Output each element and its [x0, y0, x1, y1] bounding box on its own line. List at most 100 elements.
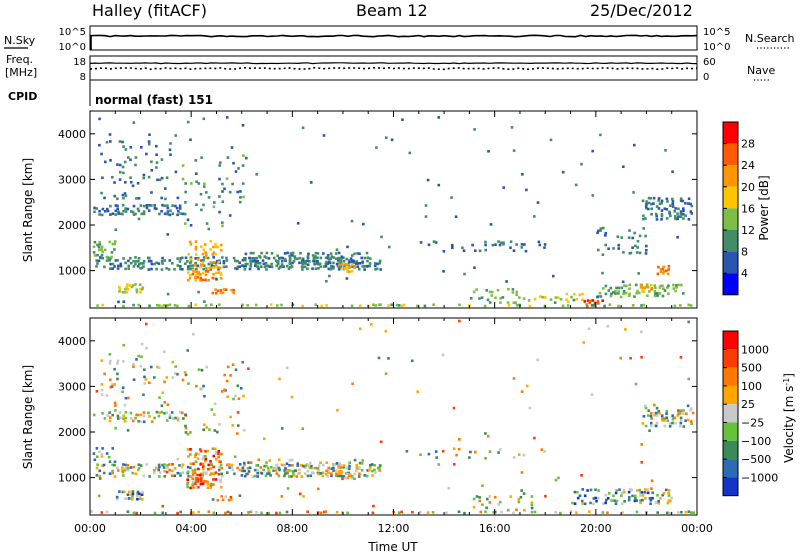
range-cell: [314, 255, 317, 258]
range-cell: [178, 410, 182, 414]
range-cell: [140, 146, 143, 149]
range-cell: [249, 251, 253, 255]
range-cell: [515, 508, 518, 511]
range-cell: [679, 197, 683, 200]
range-cell: [356, 252, 359, 255]
range-cell: [142, 210, 146, 213]
range-cell: [565, 298, 568, 301]
range-cell: [221, 498, 225, 502]
range-cell: [275, 264, 279, 268]
range-cell: [207, 227, 211, 231]
range-cell: [644, 497, 647, 500]
range-cell: [300, 475, 304, 478]
range-cell: [368, 468, 371, 472]
range-cell: [528, 406, 532, 410]
range-cell: [473, 128, 476, 131]
range-cell: [124, 497, 127, 500]
noise-panel-frame: [89, 25, 698, 51]
range-cell: [98, 143, 101, 147]
range-cell: [493, 495, 497, 499]
range-cell: [610, 292, 613, 296]
range-cell: [628, 488, 632, 491]
range-cell: [201, 462, 205, 466]
range-cell: [278, 511, 282, 515]
range-cell: [254, 264, 257, 267]
range-cell: [129, 256, 132, 260]
range-cell: [232, 291, 235, 295]
range-cell: [604, 234, 607, 237]
range-cell: [594, 488, 597, 491]
colorbar-tick-label: 24: [741, 159, 755, 172]
range-cell: [656, 272, 660, 276]
range-cell: [648, 290, 651, 293]
range-cell: [515, 293, 518, 296]
range-cell: [342, 464, 346, 467]
range-cell: [434, 450, 438, 453]
range-cell: [646, 294, 649, 297]
range-cell: [310, 464, 313, 468]
range-cell: [211, 291, 215, 295]
range-cell: [667, 268, 670, 271]
range-cell: [321, 471, 325, 474]
range-cell: [353, 458, 357, 462]
range-cell: [641, 498, 644, 502]
range-cell: [458, 438, 461, 441]
range-cell: [644, 285, 648, 289]
range-cell: [533, 510, 537, 514]
range-cell: [142, 420, 146, 424]
range-cell: [679, 199, 683, 202]
range-cell: [231, 363, 235, 366]
range-cell: [207, 463, 210, 467]
range-cell: [168, 213, 172, 217]
range-cell: [682, 412, 685, 415]
range-cell: [275, 260, 279, 264]
range-cell: [419, 241, 423, 244]
range-cell: [346, 476, 350, 480]
range-cell: [639, 286, 643, 289]
range-cell: [219, 485, 223, 489]
range-cell: [131, 184, 135, 188]
range-cell: [174, 134, 177, 137]
range-cell: [340, 469, 343, 473]
range-cell: [350, 219, 354, 223]
range-cell: [249, 262, 253, 266]
range-cell: [657, 207, 661, 210]
range-cell: [682, 217, 685, 220]
range-cell: [284, 467, 287, 470]
range-cell: [135, 492, 139, 496]
range-cell: [181, 164, 185, 167]
range-cell: [657, 502, 660, 505]
range-cell: [226, 395, 229, 398]
range-cell: [287, 267, 291, 271]
range-cell: [147, 209, 151, 212]
freq-left-units: [MHz]: [5, 66, 37, 79]
range-cell: [682, 207, 685, 210]
range-cell: [163, 401, 167, 404]
range-cell: [312, 257, 316, 260]
range-cell: [103, 248, 107, 252]
velocity-x-axis: 00:00 04:00 08:00 12:00 16:00 20:00 00:00: [74, 318, 713, 535]
range-cell: [212, 472, 215, 476]
range-cell: [184, 426, 188, 430]
range-cell: [129, 180, 133, 184]
range-cell: [645, 244, 648, 248]
range-cell: [257, 267, 260, 271]
velocity-y-label: Slant Range [km]: [21, 365, 35, 469]
range-cell: [625, 284, 628, 288]
range-cell: [494, 510, 497, 514]
range-cell: [168, 416, 172, 419]
range-cell: [330, 472, 333, 475]
range-cell: [348, 461, 351, 464]
range-cell: [520, 471, 524, 474]
range-cell: [254, 262, 257, 265]
range-cell: [665, 412, 668, 415]
range-cell: [601, 299, 604, 302]
range-cell: [245, 156, 248, 160]
range-cell: [355, 469, 358, 473]
range-cell: [268, 265, 272, 268]
range-cell: [217, 260, 220, 264]
range-cell: [164, 197, 167, 201]
freq-left-label: Freq.: [6, 53, 33, 66]
range-cell: [668, 210, 671, 214]
